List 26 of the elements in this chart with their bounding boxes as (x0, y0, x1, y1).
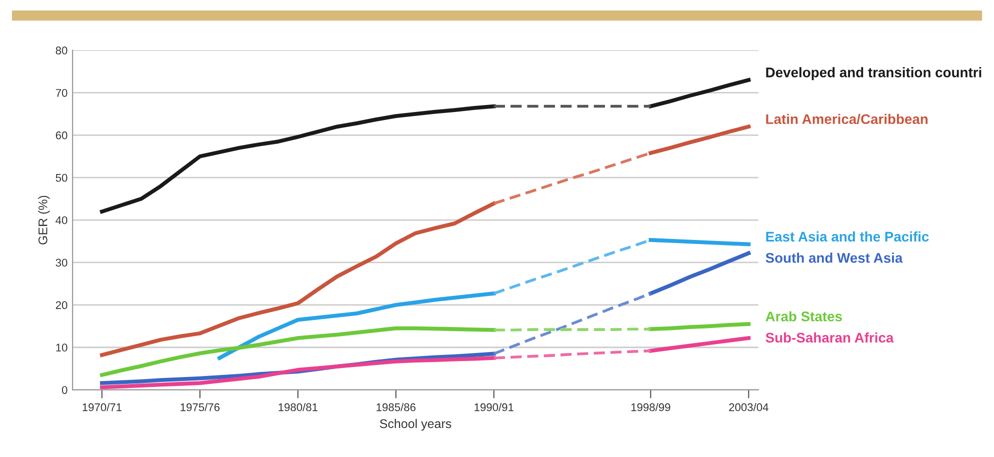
y-tick-label: 60 (56, 131, 68, 140)
x-tick-label: 1985/86 (376, 403, 416, 412)
x-tick-label: 1970/71 (82, 403, 122, 412)
line-series (492, 292, 652, 356)
series-label: Latin America/Caribbean (766, 114, 928, 124)
line-series (492, 349, 652, 360)
x-tick-label: 1998/99 (631, 403, 670, 412)
x-tick-label: 1975/76 (180, 403, 220, 412)
y-tick-label: 70 (56, 88, 68, 97)
x-tick-label: 2003/04 (729, 403, 768, 412)
y-tick-label: 50 (56, 174, 68, 182)
y-tick-label: 0 (62, 386, 68, 394)
series-label: East Asia and the Pacific (766, 231, 929, 242)
series-label: South and West Asia (766, 252, 903, 263)
series-label: Arab States (766, 311, 842, 322)
x-tick-label: 1990/91 (474, 403, 514, 412)
series-label: Sub-Saharan Africa (766, 332, 894, 343)
y-tick-label: 80 (56, 46, 68, 54)
x-tick-label: 1980/81 (278, 403, 318, 412)
x-axis-title: School years (380, 418, 452, 431)
y-tick-label: 10 (56, 344, 68, 352)
y-tick-label: 30 (56, 258, 68, 267)
y-axis-title: GER (%) (38, 196, 50, 244)
series-label: Developed and transition countri (766, 67, 982, 80)
y-tick-label: 40 (56, 216, 68, 224)
y-tick-label: 20 (56, 301, 68, 310)
